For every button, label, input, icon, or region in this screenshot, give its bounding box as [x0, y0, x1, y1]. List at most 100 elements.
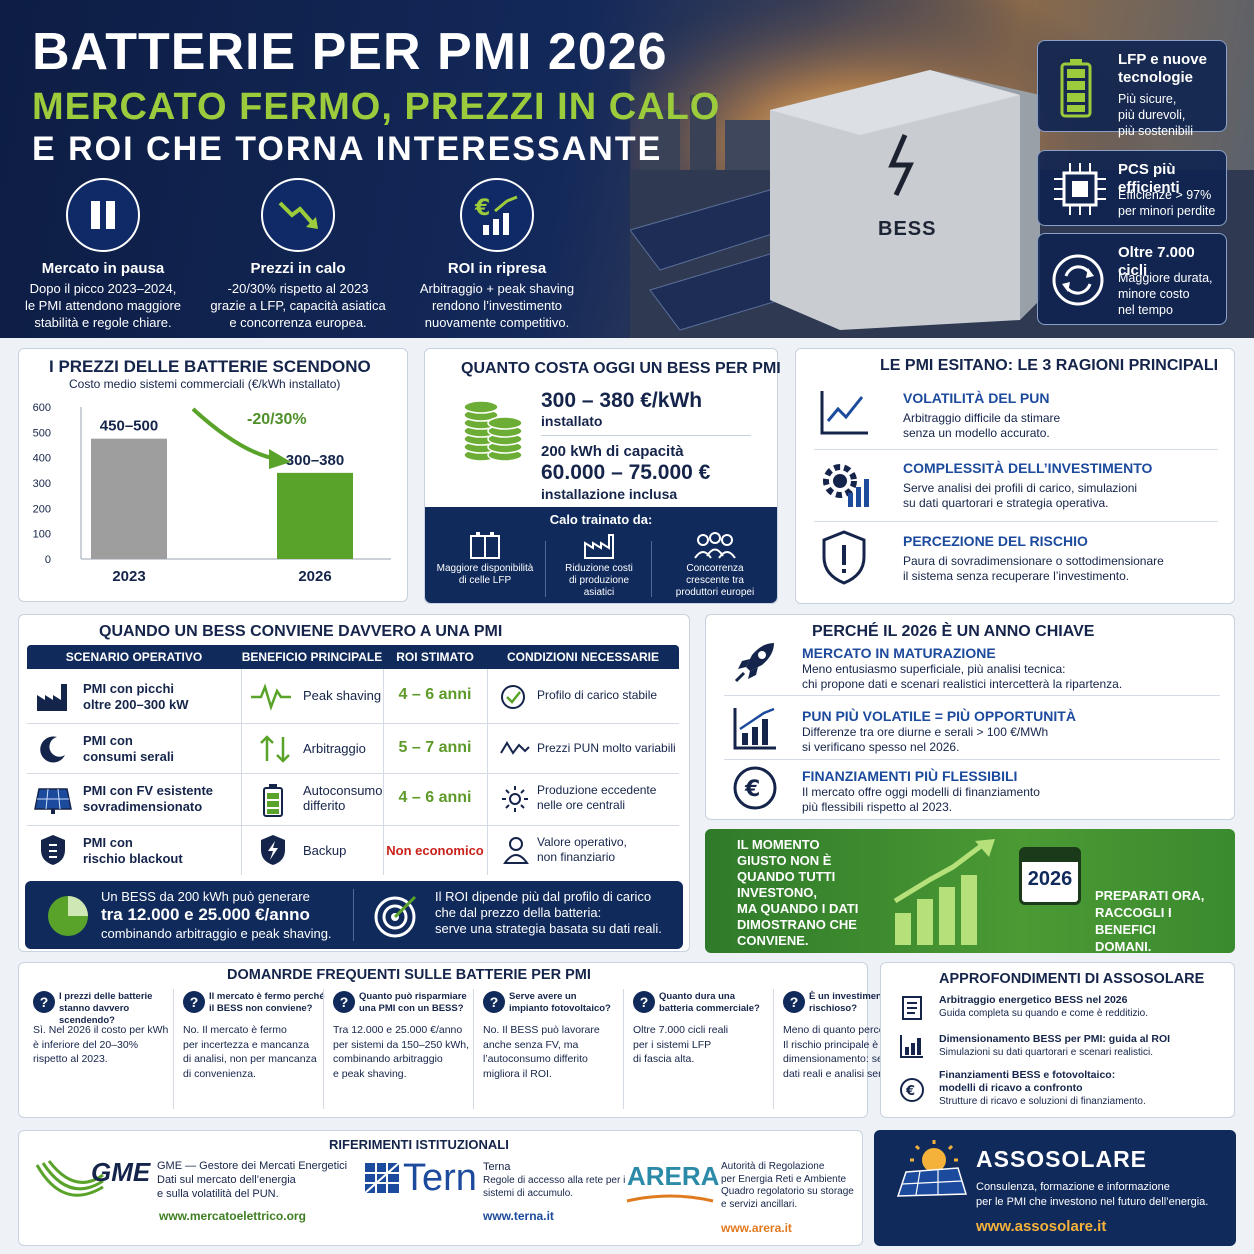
roi-value: 4 – 6 anni: [398, 789, 472, 806]
faq-item: ? I prezzi delle batterie stanno davvero s…: [33, 989, 177, 1113]
factory-icon: [584, 534, 614, 559]
question-icon: ?: [633, 991, 655, 1013]
when-panel: QUANDO UN BESS CONVIENE DAVVERO A UNA PM…: [18, 614, 690, 952]
hesitate-item-title: PERCEZIONE DEL RISCHIO: [903, 533, 1088, 549]
deep-link[interactable]: Arbitraggio energetico BESS nel 2026: [939, 994, 1128, 1006]
bar-2026: [277, 472, 353, 559]
euro-icon: €: [900, 1078, 924, 1102]
people-icon: [694, 532, 736, 559]
deep-link[interactable]: Finanziamenti BESS e fotovoltaico: modell…: [939, 1069, 1116, 1094]
card-desc: Efficienze > 97% per minori perdite: [1118, 188, 1216, 218]
faq-answer: Tra 12.000 e 25.000 €/anno per sistemi da…: [333, 1024, 469, 1080]
x-tick-label: 2023: [112, 568, 145, 585]
why-item-title: MERCATO IN MATURAZIONE: [802, 645, 996, 661]
rocket-icon: [734, 643, 774, 683]
why2026-panel: PERCHÉ IL 2026 È UN ANNO CHIAVE MERCATO …: [705, 614, 1235, 820]
prices-title: I PREZZI DELLE BATTERIE SCENDONO: [49, 357, 371, 376]
trend-down-icon: [261, 178, 335, 252]
divider: [353, 889, 354, 941]
svg-text:€: €: [905, 1084, 915, 1099]
roi-value: Non economico: [386, 843, 484, 858]
faq-answer: Sì. Nel 2026 il costo per kWh è inferiore…: [33, 1024, 169, 1065]
calendar-icon: 2026: [1019, 847, 1081, 905]
arera-link[interactable]: www.arera.it: [721, 1221, 792, 1235]
battery-icon: [1060, 59, 1092, 118]
cta-text: IL MOMENTO GIUSTO NON È QUANDO TUTTI INVEST…: [737, 837, 859, 948]
cost-total: 60.000 – 75.000 €: [541, 461, 711, 484]
question-icon: ?: [183, 991, 205, 1013]
cost-panel: QUANTO COSTA OGGI UN BESS PER PMI 300 – …: [424, 348, 781, 604]
svg-text:€: €: [474, 196, 490, 221]
calendar-year: 2026: [1027, 868, 1073, 890]
subtitle-green: MERCATO FERMO, PREZZI IN CALO: [32, 86, 721, 128]
col-header-beneficio: BENEFICIO PRINCIPALE: [241, 645, 383, 669]
price-bar-chart: 600 500 400 300 200 100 0 450–500 2023 300–380 202…: [33, 402, 391, 585]
kpi-prezzi-calo: Prezzi in calo -20/30% rispetto al 2023 g…: [198, 178, 398, 331]
faq-title: DOMANRDE FREQUENTI SULLE BATTERIE PER PM…: [227, 967, 591, 983]
faq-answer: No. Il BESS può lavorare anche senza FV, …: [483, 1024, 600, 1080]
cost-capacity: 200 kWh di capacità: [541, 443, 684, 460]
faq-item: ? Quanto dura una batteria commerciale? Olt…: [633, 989, 777, 1113]
gme-logo: GME: [91, 1157, 151, 1187]
driver-lfp: Maggiore disponibilità di celle LFP: [429, 531, 541, 587]
y-tick-label: 400: [33, 453, 51, 465]
deep-title: APPROFONDIMENTI DI ASSOSOLARE: [939, 971, 1205, 987]
refs-panel: RIFERIMENTI ISTITUZIONALI GME GME — Gest…: [18, 1130, 863, 1246]
col-divider: [487, 669, 488, 875]
gme-link[interactable]: www.mercatoelettrico.org: [159, 1209, 306, 1223]
table-row: PMI con consumi serali Arbitraggio 5 – 7 …: [27, 723, 679, 773]
factory-icon: [37, 684, 67, 711]
cycle-icon: [1052, 254, 1104, 306]
line-chart-icon: [820, 391, 868, 435]
pulse-icon: [251, 683, 291, 711]
prices-subtitle: Costo medio sistemi commerciali (€/kWh i…: [69, 377, 341, 391]
cta-right-text: PREPARATI ORA, RACCOGLI I BENEFICI DOMANI.: [1095, 888, 1205, 954]
divider: [724, 759, 1220, 760]
card-cicli: Oltre 7.000 cicli Maggiore durata, minore…: [1037, 233, 1227, 325]
moon-icon: [40, 736, 65, 763]
divider: [724, 695, 1220, 696]
deep-link[interactable]: Dimensionamento BESS per PMI: guida al R…: [939, 1033, 1171, 1045]
y-tick-label: 0: [45, 554, 51, 566]
card-lfp: LFP e nuove tecnologie Più sicure, più dur…: [1037, 40, 1227, 138]
euro-growth-icon: €: [460, 178, 534, 252]
battery-icon: [263, 784, 283, 817]
footer-left-line3: combinando arbitraggio e peak shaving.: [101, 926, 332, 941]
divider: [814, 521, 1218, 522]
kpi-desc: Dopo il picco 2023–2024, le PMI attendono…: [24, 281, 182, 330]
table-row: PMI con rischio blackout Backup Non econo…: [27, 825, 679, 875]
drivers-title: Calo trainato da:: [549, 512, 653, 527]
faq-question: Quanto può risparmiare una PMI con un BES…: [359, 991, 467, 1014]
card-title: Oltre 7.000 cicli: [1118, 244, 1195, 279]
gme-logo-mark: [35, 1160, 104, 1197]
why-item-title: FINANZIAMENTI PIÙ FLESSIBILI: [802, 768, 1018, 784]
main-title: BATTERIE PER PMI 2026: [32, 23, 668, 81]
faq-item: ? Il mercato è fermo perché il BESS non co…: [183, 989, 327, 1113]
divider: [773, 989, 774, 1109]
kpi-roi-ripresa: € ROI in ripresa Arbitraggio + peak shav…: [397, 178, 597, 331]
divider: [814, 449, 1218, 450]
cta-box: IL MOMENTO GIUSTO NON È QUANDO TUTTI INVEST…: [705, 829, 1235, 954]
divider: [623, 989, 624, 1109]
row-divider: [27, 825, 679, 826]
assosolare-link[interactable]: www.assosolare.it: [976, 1218, 1107, 1235]
terna-link[interactable]: www.terna.it: [483, 1209, 554, 1223]
table-row: PMI con picchi oltre 200–300 kW Peak shav…: [27, 669, 679, 723]
faq-answer: Meno di quanto percepito. Il rischio prin…: [783, 1024, 910, 1080]
user-icon: [503, 837, 529, 864]
arera-desc: Autorità di Regolazione per Energia Reti …: [721, 1161, 854, 1210]
divider: [173, 989, 174, 1109]
arera-logo: ARERA: [627, 1161, 720, 1191]
footer-left-line1: Un BESS da 200 kWh può generare: [101, 889, 310, 904]
faq-answer: No. Il mercato è fermo per incertezza e m…: [183, 1024, 317, 1080]
coins-icon: [463, 400, 523, 462]
y-tick-label: 200: [33, 503, 51, 515]
target-icon: [374, 895, 417, 938]
hesitate-title: LE PMI ESITANO: LE 3 RAGIONI PRINCIPALI: [880, 357, 1219, 374]
refs-title: RIFERIMENTI ISTITUZIONALI: [329, 1137, 509, 1152]
card-desc: Più sicure, più durevoli, più sostenibili: [1118, 92, 1194, 138]
shield-icon: [41, 835, 65, 865]
document-icon: [902, 996, 922, 1020]
x-tick-label: 2026: [298, 568, 331, 585]
condition-label: Profilo di carico stabile: [537, 688, 658, 702]
